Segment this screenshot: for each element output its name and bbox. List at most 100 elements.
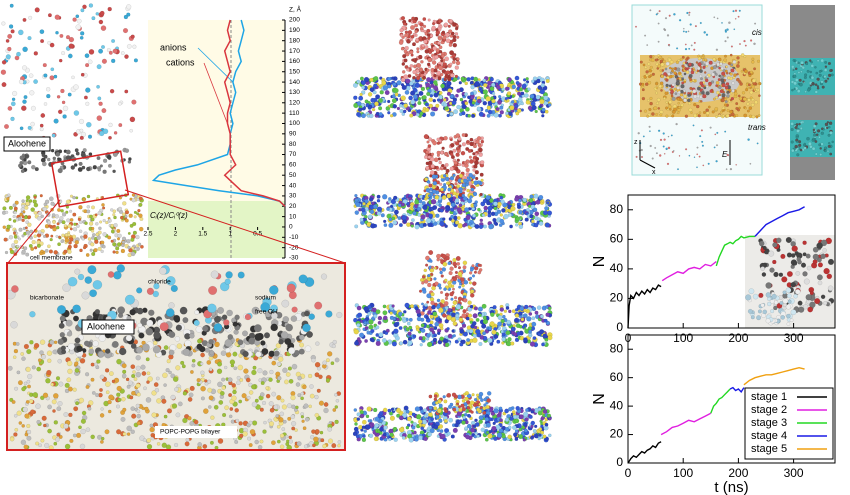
atom	[408, 95, 413, 101]
atom	[307, 373, 313, 379]
atom	[513, 432, 518, 437]
atom	[327, 426, 333, 432]
atom	[222, 412, 227, 418]
atom	[455, 152, 460, 157]
atom	[10, 116, 15, 122]
atom	[423, 279, 429, 284]
atom	[472, 281, 477, 286]
atom	[79, 443, 86, 450]
atom	[664, 91, 669, 96]
atom	[61, 233, 65, 238]
atom	[527, 204, 532, 208]
atom	[378, 112, 383, 117]
atom	[84, 53, 90, 59]
atom	[26, 349, 32, 355]
atom	[99, 374, 105, 380]
atom	[430, 111, 436, 117]
atom	[446, 392, 452, 398]
atom	[3, 237, 8, 242]
atom	[299, 342, 305, 348]
atom	[450, 152, 454, 157]
atom	[427, 180, 431, 184]
atom	[97, 168, 102, 172]
atom	[54, 14, 60, 20]
atom	[384, 90, 390, 96]
atom	[202, 444, 208, 449]
atom	[401, 62, 406, 66]
atom	[651, 72, 655, 76]
atom	[217, 361, 223, 367]
atom	[64, 237, 70, 243]
atom	[741, 91, 746, 95]
atom	[450, 278, 454, 282]
atom	[441, 163, 445, 168]
atom	[288, 378, 294, 384]
atom	[122, 432, 127, 436]
atom	[672, 110, 676, 114]
atom	[758, 81, 762, 86]
atom	[454, 32, 459, 36]
atom	[545, 305, 549, 309]
atom	[55, 376, 61, 381]
atom	[388, 437, 392, 442]
atom	[373, 314, 378, 319]
atom	[415, 325, 420, 329]
atom	[456, 88, 461, 93]
atom	[651, 112, 655, 116]
atom	[425, 150, 429, 154]
atom	[498, 428, 504, 433]
atom	[497, 201, 502, 207]
atom	[444, 296, 449, 301]
atom	[534, 434, 539, 439]
atom	[648, 107, 652, 112]
atom	[374, 101, 379, 107]
atom	[445, 256, 450, 261]
atom	[679, 58, 683, 62]
atom	[433, 41, 438, 45]
atom	[514, 429, 519, 433]
atom	[373, 83, 378, 88]
atom	[409, 113, 414, 118]
atom	[461, 420, 466, 425]
atom	[412, 69, 417, 75]
atom	[372, 90, 377, 95]
atom	[238, 399, 243, 404]
atom	[441, 146, 445, 150]
atom	[85, 385, 90, 389]
atom	[136, 197, 140, 202]
atom	[223, 319, 230, 326]
atom	[131, 413, 137, 419]
atom	[227, 377, 233, 383]
atom	[701, 56, 704, 60]
atom	[334, 393, 338, 397]
atom	[175, 324, 183, 331]
atom	[146, 319, 154, 327]
atom	[424, 45, 429, 49]
atom	[172, 376, 179, 382]
atom	[16, 410, 22, 416]
atom	[474, 418, 478, 423]
atom	[490, 312, 495, 317]
atom	[108, 50, 113, 55]
atom	[185, 437, 190, 442]
atom	[472, 213, 476, 218]
atom	[738, 80, 742, 84]
atom	[8, 205, 13, 210]
atom	[499, 110, 504, 115]
atom	[26, 435, 32, 441]
atom	[746, 102, 750, 106]
atom	[509, 224, 513, 229]
atom	[88, 221, 94, 226]
atom	[55, 30, 59, 35]
atom	[118, 101, 122, 106]
atom	[454, 65, 459, 70]
atom	[209, 350, 215, 356]
atom	[450, 284, 455, 288]
atom	[124, 218, 129, 223]
atom	[58, 381, 64, 387]
atom	[100, 440, 104, 444]
atom	[468, 281, 472, 285]
atom	[27, 36, 32, 41]
atom	[18, 29, 24, 36]
atom	[473, 180, 479, 186]
